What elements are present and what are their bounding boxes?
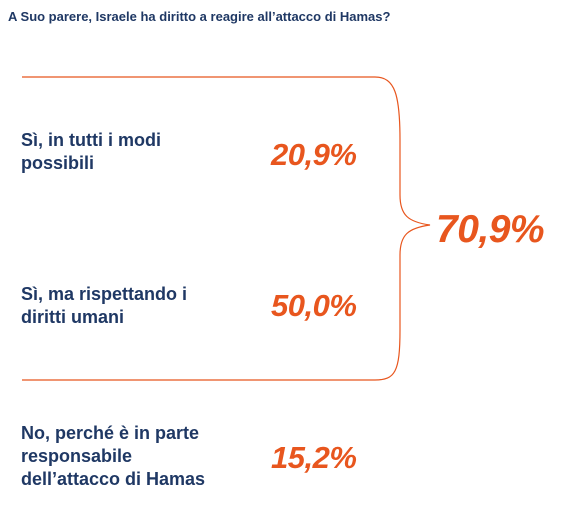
option-value-yes-human-rights: 50,0% bbox=[271, 288, 357, 323]
question-title: A Suo parere, Israele ha diritto a reagi… bbox=[8, 9, 391, 24]
option-label-line: possibili bbox=[21, 153, 95, 173]
option-label-yes-human-rights: Sì, ma rispettando i diritti umani bbox=[21, 283, 187, 329]
option-label-no: No, perché è in parte responsabile dell’… bbox=[21, 422, 205, 491]
option-label-line: responsabile bbox=[21, 446, 133, 466]
brace-line bbox=[22, 76, 431, 381]
option-value-no: 15,2% bbox=[271, 440, 357, 475]
option-label-line: diritti umani bbox=[21, 307, 124, 327]
option-label-yes-all-means: Sì, in tutti i modi possibili bbox=[21, 129, 161, 175]
option-label-line: Sì, ma rispettando i bbox=[21, 284, 188, 304]
option-label-line: No, perché è in parte bbox=[21, 423, 200, 443]
option-value-yes-all-means: 20,9% bbox=[271, 137, 357, 172]
option-label-line: dell’attacco di Hamas bbox=[21, 469, 206, 489]
group-total-value: 70,9% bbox=[436, 208, 545, 251]
option-label-line: Sì, in tutti i modi bbox=[21, 130, 161, 150]
